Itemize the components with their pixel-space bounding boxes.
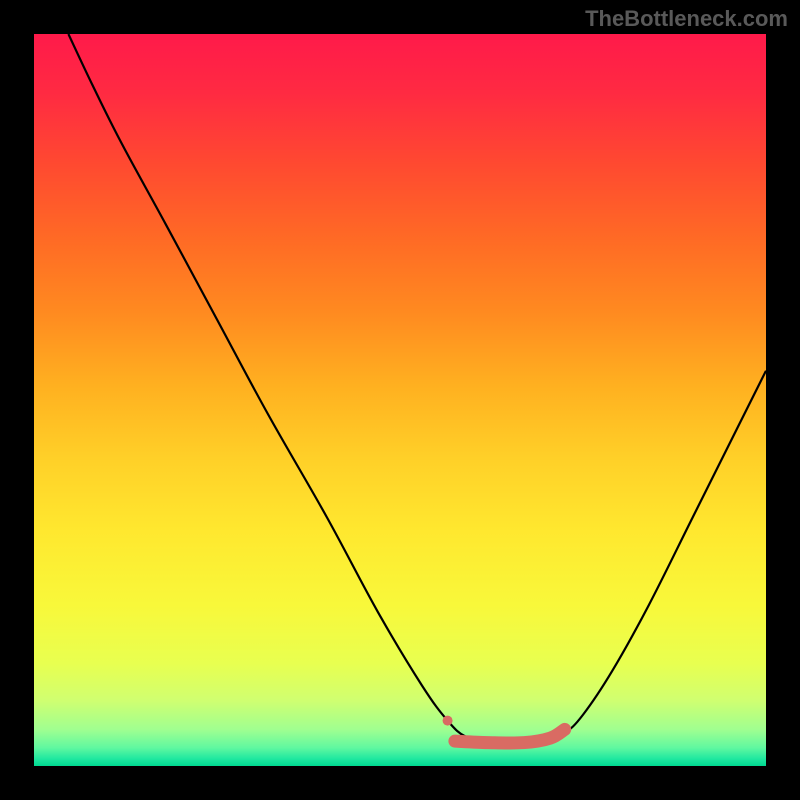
plot-area: [34, 34, 766, 766]
chart-container: TheBottleneck.com: [0, 0, 800, 800]
watermark-text: TheBottleneck.com: [585, 6, 788, 32]
chart-svg: [34, 34, 766, 766]
marker-dot: [443, 716, 453, 726]
gradient-background: [34, 34, 766, 766]
